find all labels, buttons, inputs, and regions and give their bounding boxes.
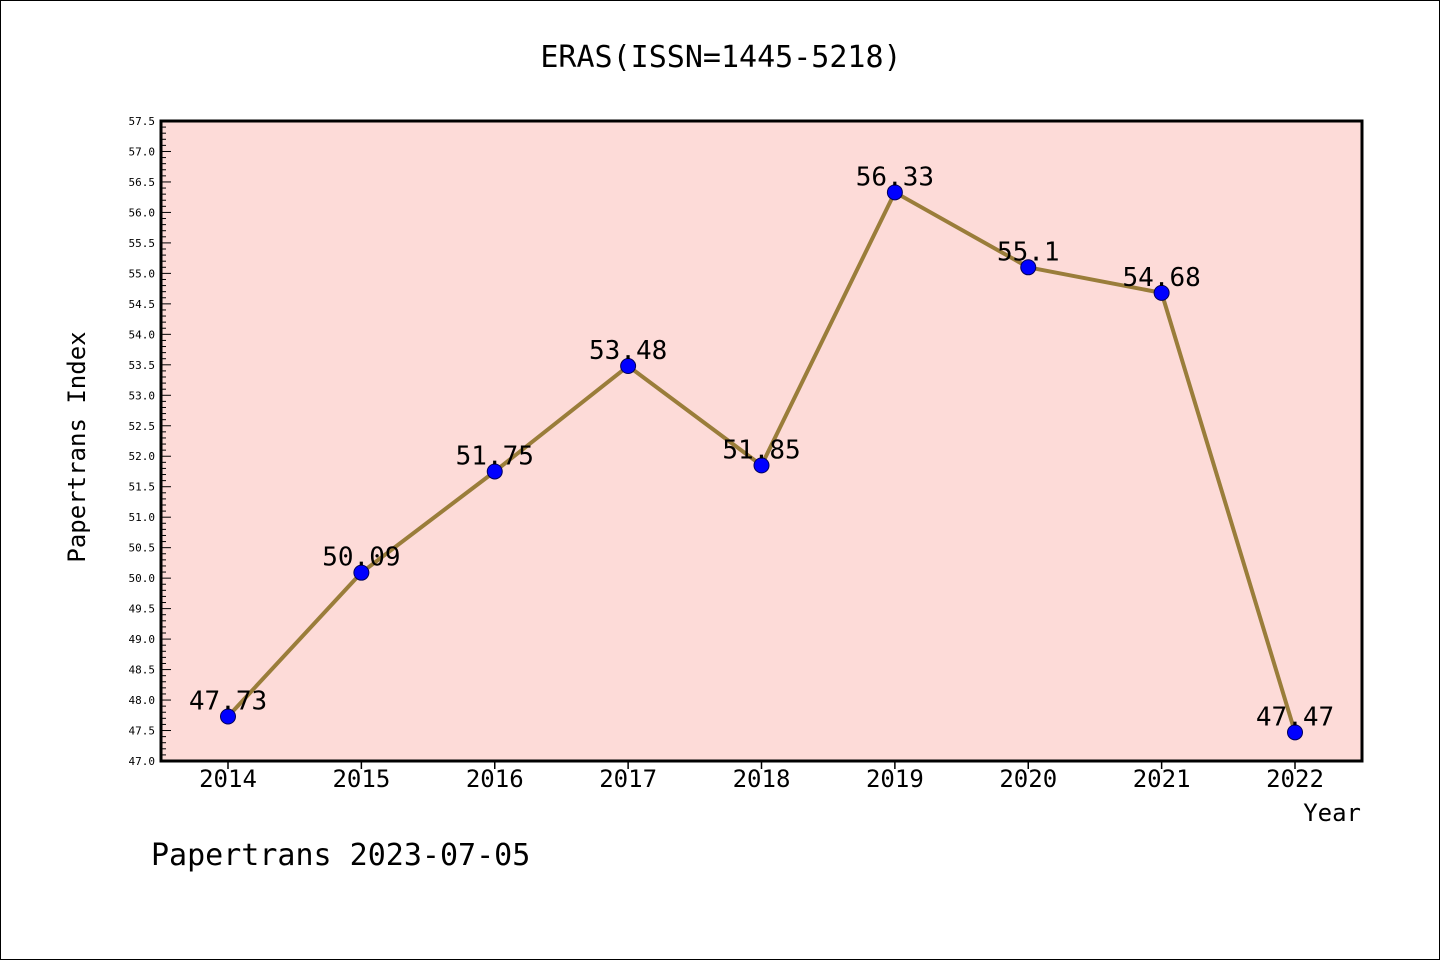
data-point: [620, 358, 637, 375]
data-point: [1287, 724, 1303, 741]
x-axis-title: Year: [1303, 799, 1361, 827]
y-tick-label: 51.5: [129, 481, 156, 494]
data-point: [486, 463, 503, 480]
data-point: [1153, 284, 1170, 301]
data-point: [753, 457, 770, 474]
x-tick-label: 2014: [199, 765, 257, 793]
y-tick-label: 53.0: [129, 389, 156, 402]
x-tick-label: 2018: [733, 765, 791, 793]
x-tick-label: 2022: [1266, 765, 1324, 793]
x-axis: 2014 2015 2016 2017 2018 2019 2020 2021 2022: [199, 761, 1324, 793]
y-tick-label: 48.5: [129, 664, 156, 677]
data-label: 54.68: [1122, 263, 1200, 293]
x-tick-label: 2016: [466, 765, 524, 793]
x-tick-label: 2017: [599, 765, 657, 793]
footer-watermark: Papertrans 2023-07-05: [151, 838, 530, 873]
y-axis-title: Papertrans Index: [63, 331, 91, 562]
data-point: [353, 564, 370, 581]
chart-title: ERAS(ISSN=1445-5218): [540, 40, 901, 75]
x-tick-label: 2019: [866, 765, 924, 793]
y-tick-label: 55.0: [129, 267, 156, 280]
plot-border: [159, 119, 1364, 763]
y-tick-label: 51.0: [129, 511, 156, 524]
y-tick-label: 49.0: [129, 633, 156, 646]
data-label: 53.48: [589, 336, 667, 366]
data-label: 50.09: [322, 543, 400, 573]
y-tick-label: 57.0: [129, 145, 156, 158]
y-tick-label: 52.5: [129, 420, 156, 433]
y-tick-label: 52.0: [129, 450, 156, 463]
y-tick-label: 56.0: [129, 206, 156, 219]
data-label: 51.75: [456, 441, 534, 471]
y-tick-label: 56.5: [129, 176, 156, 189]
series-markers: [220, 184, 1303, 741]
x-tick-label: 2020: [999, 765, 1057, 793]
x-tick-label: 2021: [1133, 765, 1191, 793]
y-tick-label: 53.5: [129, 359, 156, 372]
y-tick-label: 47.5: [129, 725, 156, 738]
y-tick-label: 57.5: [129, 115, 156, 128]
y-tick-label: 50.0: [129, 572, 156, 585]
data-label: 56.33: [856, 162, 934, 192]
data-label: 47.73: [189, 687, 267, 717]
y-tick-label: 50.5: [129, 542, 156, 555]
y-tick-label: 54.5: [129, 298, 156, 311]
y-tick-label: 48.0: [129, 694, 156, 707]
data-point: [886, 184, 903, 201]
data-label: 51.85: [722, 435, 800, 465]
y-tick-label: 47.0: [129, 755, 156, 768]
y-tick-label: 54.0: [129, 328, 156, 341]
data-point: [1020, 259, 1037, 276]
x-tick-label: 2015: [332, 765, 390, 793]
plot-area: [161, 121, 1362, 761]
y-tick-label: 55.5: [129, 237, 156, 250]
data-label: 47.47: [1256, 702, 1334, 732]
data-label: 55.1: [997, 237, 1060, 267]
y-tick-label: 49.5: [129, 603, 156, 616]
data-point: [220, 708, 236, 725]
data-labels: 47.73 50.09 51.75 53.48 51.85 56.33 55.1 54.68 4…: [189, 162, 1334, 732]
